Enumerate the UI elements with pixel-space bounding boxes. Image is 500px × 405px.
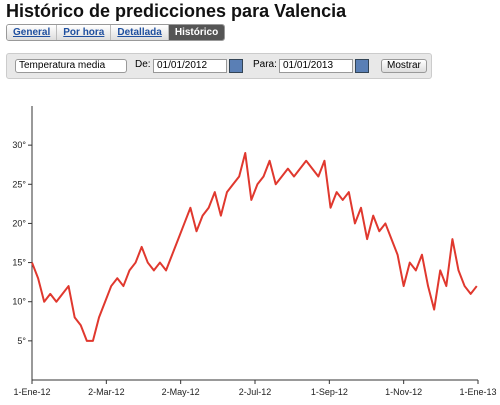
x-tick-label: 1-Nov-12 [385, 387, 422, 397]
tab-active[interactable]: Histórico [168, 25, 225, 40]
x-tick-label: 2-Mar-12 [88, 387, 125, 397]
y-tick-label: 10° [12, 297, 26, 307]
from-label: De: [135, 59, 151, 70]
show-button[interactable]: Mostrar [381, 59, 427, 73]
chart: 5° 10° 15° 20° 25° 30° 1-Ene-12 2-Mar-12 2-May-1… [12, 106, 497, 397]
tab[interactable]: Por hora [57, 25, 112, 40]
x-tick-label: 1-Sep-12 [311, 387, 348, 397]
y-tick-label: 25° [12, 179, 26, 189]
to-label: Para: [253, 59, 277, 70]
from-input[interactable]: 01/01/2012 [153, 59, 227, 73]
tab[interactable]: Detallada [111, 25, 169, 40]
y-tick-label: 5° [17, 336, 26, 346]
line [31, 151, 478, 342]
controls: Temperatura media De: 01/01/2012 Para: 0… [6, 53, 432, 79]
y-tick-label: 15° [12, 258, 26, 268]
tab[interactable]: General [7, 25, 58, 40]
x-tick-label: 1-Ene-12 [13, 387, 50, 397]
page-title: Histórico de predicciones para Valencia [6, 1, 347, 21]
x-tick-label: 2-May-12 [162, 387, 200, 397]
x-tick-label: 1-Ene-13 [459, 387, 496, 397]
variable-select[interactable]: Temperatura media [15, 59, 127, 73]
tabs: General Por hora Detallada Histórico [6, 24, 226, 41]
to-input[interactable]: 01/01/2013 [279, 59, 353, 73]
calendar-icon[interactable] [229, 59, 243, 73]
y-tick-label: 30° [12, 140, 26, 150]
y-tick-label: 20° [12, 218, 26, 228]
calendar-icon[interactable] [355, 59, 369, 73]
x-tick-label: 2-Jul-12 [239, 387, 272, 397]
